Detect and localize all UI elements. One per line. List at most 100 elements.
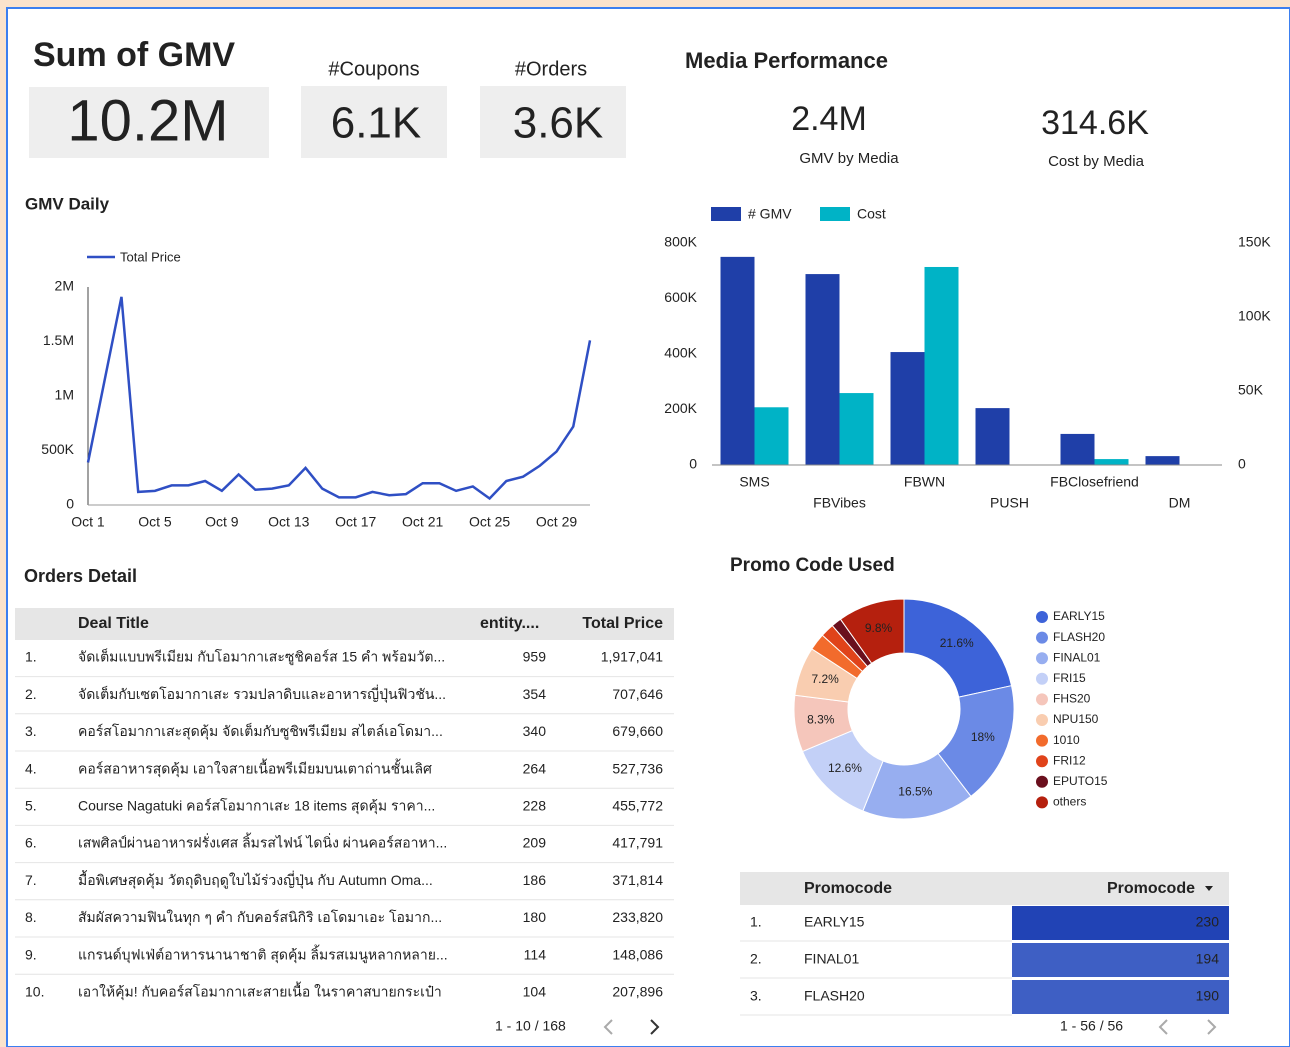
line-series <box>86 296 592 501</box>
x-tick-label: Oct 17 <box>335 514 376 530</box>
deal-title: Course Nagatuki คอร์สโอมากาเสะ 18 items … <box>78 798 435 815</box>
promocode-count: 194 <box>1196 951 1220 967</box>
slice-label: 21.6% <box>940 636 974 650</box>
slice-label: 12.6% <box>828 761 862 775</box>
next-page[interactable] <box>650 1019 660 1035</box>
legend-swatch <box>1036 631 1048 644</box>
bar <box>1094 459 1129 465</box>
x-tick-label: Oct 13 <box>268 514 309 530</box>
legend-label: FLASH20 <box>1053 630 1105 644</box>
next-page[interactable] <box>1207 1019 1217 1035</box>
total-price: 455,772 <box>612 798 663 814</box>
deal-title: จัดเต็มกับเซตโอมากาเสะ รวมปลาดิบและอาหาร… <box>78 685 446 703</box>
bar <box>839 393 874 465</box>
row-index: 9. <box>25 946 37 962</box>
y2-tick-label: 50K <box>1238 382 1264 398</box>
section-title: Orders Detail <box>24 566 137 586</box>
scorecard-value: 3.6K <box>513 99 604 148</box>
legend-swatch <box>1036 755 1048 768</box>
y-tick-label: 0 <box>689 456 697 472</box>
legend-swatch <box>1036 693 1048 706</box>
y-tick-label: 400K <box>664 345 697 361</box>
section-title: Promo Code Used <box>730 555 895 576</box>
entity-count: 209 <box>523 835 547 851</box>
slice-label: 7.2% <box>811 672 839 686</box>
deal-title: สัมผัสความฟินในทุก ๆ คำ กับคอร์สนิกิริ เ… <box>78 909 442 926</box>
row-index: 2. <box>750 951 762 967</box>
deal-title: แกรนด์บุฟเฟ่ต์อาหารนานาชาติ สุดคุ้ม ลิ้ม… <box>78 944 448 963</box>
legend-label: others <box>1053 795 1086 809</box>
bar <box>1060 433 1095 465</box>
deal-title: เอาให้คุ้ม! กับคอร์สโอมากาเสะสายเนื้อ ใน… <box>78 982 442 1001</box>
y-tick-label: 200K <box>664 400 697 416</box>
deal-title: เสพศิลป์ผ่านอาหารฝรั่งเศส ลิ้มรสไฟน์ ไดน… <box>78 833 447 851</box>
row-index: 6. <box>25 835 37 851</box>
row-index: 1. <box>25 649 37 665</box>
x-tick-label: Oct 21 <box>402 514 443 530</box>
entity-count: 228 <box>523 798 547 814</box>
row-index: 2. <box>25 686 37 702</box>
legend-swatch <box>1036 775 1048 788</box>
x-tick-label: SMS <box>739 474 769 490</box>
scorecard-box <box>301 86 447 158</box>
slice-label: 16.5% <box>898 784 932 798</box>
promocode: FLASH20 <box>804 988 865 1004</box>
entity-count: 114 <box>524 946 547 962</box>
row-index: 3. <box>750 988 762 1004</box>
legend-swatch <box>1036 796 1048 809</box>
metric-value: 2.4M <box>791 100 867 138</box>
pagination: 1 - 10 / 168 <box>495 1018 566 1034</box>
x-tick-label: Oct 25 <box>469 514 510 530</box>
bar <box>1145 456 1180 465</box>
column-header: Promocode <box>804 880 892 897</box>
scorecard-value: 6.1K <box>331 99 422 148</box>
value-cell <box>1012 943 1229 977</box>
total-price: 1,917,041 <box>601 649 663 665</box>
prev-page[interactable] <box>603 1019 613 1035</box>
scorecard-title: #Coupons <box>328 58 419 80</box>
entity-count: 104 <box>523 984 547 1000</box>
slice-label: 9.8% <box>865 621 893 635</box>
legend-swatch <box>1036 734 1048 747</box>
table-header <box>740 872 1229 905</box>
x-tick-label: Oct 9 <box>205 514 239 530</box>
x-tick-label: Oct 1 <box>71 514 105 530</box>
bar <box>720 256 755 465</box>
total-price: 371,814 <box>612 872 663 888</box>
y2-tick-label: 100K <box>1238 308 1271 324</box>
column-header: entity.... <box>480 615 539 632</box>
y-tick-label: 1M <box>55 387 74 403</box>
entity-count: 264 <box>523 760 547 776</box>
prev-page[interactable] <box>1158 1019 1168 1035</box>
slice-label: 18% <box>971 730 995 744</box>
total-price: 417,791 <box>612 835 663 851</box>
total-price: 527,736 <box>612 760 663 776</box>
total-price: 148,086 <box>612 946 663 962</box>
pie-slice <box>839 598 905 664</box>
x-tick-label: DM <box>1169 495 1191 511</box>
pie-slice <box>903 598 1013 698</box>
column-header: Promocode <box>1107 880 1195 897</box>
total-price: 233,820 <box>612 909 663 925</box>
row-index: 5. <box>25 798 37 814</box>
x-tick-label: FBWN <box>904 474 945 490</box>
x-tick-label: FBClosefriend <box>1050 474 1139 490</box>
legend-label: FINAL01 <box>1053 650 1101 664</box>
legend-label: FHS20 <box>1053 692 1091 706</box>
promocode-count: 190 <box>1196 988 1220 1004</box>
legend-label: 1010 <box>1053 733 1080 747</box>
promocode-count: 230 <box>1196 914 1220 930</box>
deal-title: คอร์สโอมากาเสะสุดคุ้ม จัดเต็มกับซูชิพรีเ… <box>78 722 443 740</box>
y-tick-label: 1.5M <box>43 332 74 348</box>
legend-swatch <box>1036 611 1048 623</box>
column-header: Total Price <box>582 615 663 632</box>
row-index: 3. <box>25 723 37 739</box>
deal-title: คอร์สอาหารสุดคุ้ม เอาใจสายเนื้อพรีเมียมบ… <box>78 758 432 777</box>
y2-tick-label: 0 <box>1238 456 1246 472</box>
y-tick-label: 800K <box>664 234 697 250</box>
y-tick-label: 0 <box>66 496 74 512</box>
legend-swatch <box>711 207 741 221</box>
table-header <box>15 608 674 640</box>
